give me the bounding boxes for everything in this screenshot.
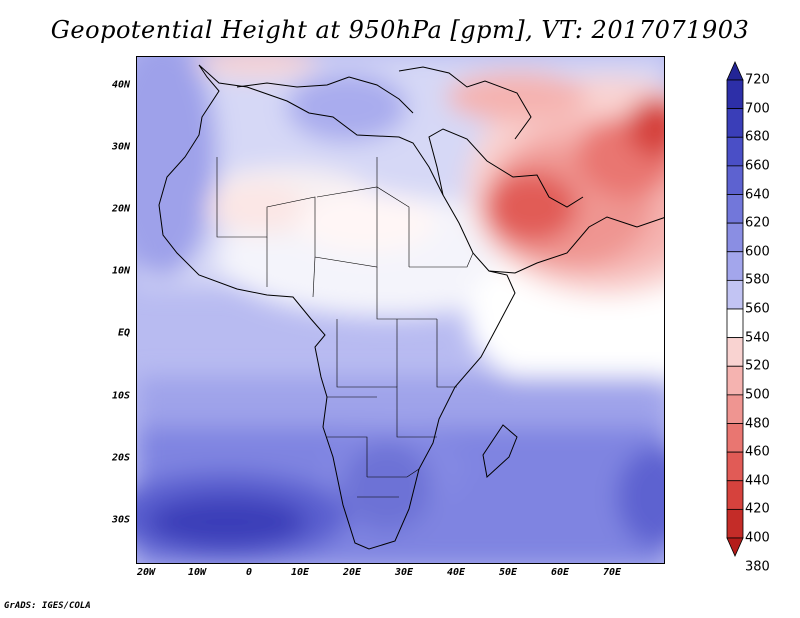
- colorbar-label: 640: [745, 187, 770, 202]
- colorbar-label: 480: [745, 416, 770, 431]
- colorbar-segment: [726, 136, 744, 167]
- colorbar-segment: [726, 79, 744, 110]
- colorbar-segment: [726, 451, 744, 482]
- colorbar-segment: [726, 279, 744, 310]
- colorbar-label: 500: [745, 387, 770, 403]
- lon-label-20w: 20W: [136, 567, 156, 578]
- coastlines: [158, 64, 664, 550]
- colorbar-label: 520: [745, 358, 770, 374]
- lon-label-40e: 40E: [446, 567, 466, 578]
- colorbar-segment: [726, 394, 744, 424]
- colorbar-label: 380: [745, 559, 770, 575]
- colorbar-segment: [726, 165, 744, 195]
- lon-label-50e: 50E: [498, 567, 518, 578]
- lon-label-30e: 30E: [394, 567, 414, 578]
- lat-label-eq: EQ: [117, 327, 130, 339]
- colorbar-segment: [726, 423, 744, 453]
- colorbar-label: 620: [745, 215, 770, 231]
- colorbar-segment: [726, 308, 744, 339]
- colorbar-label: 660: [745, 158, 770, 174]
- lat-label-20n: 20N: [111, 203, 130, 215]
- colorbar-label: 580: [745, 272, 770, 288]
- lat-label-10s: 10S: [111, 390, 130, 402]
- colorbar: [726, 61, 744, 557]
- colorbar-label: 560: [745, 301, 770, 317]
- colorbar-segment: [726, 108, 744, 138]
- lat-label-20s: 20S: [111, 452, 130, 464]
- lon-label-70e: 70E: [602, 567, 622, 578]
- lon-label-60e: 60E: [550, 567, 570, 578]
- grads-credit: GrADS: IGES/COLA: [4, 601, 91, 611]
- colorbar-segment: [726, 365, 744, 396]
- colorbar-label: 540: [745, 330, 770, 346]
- colorbar-segment: [726, 251, 744, 281]
- colorbar-top-arrow: [726, 61, 744, 81]
- country-borders: [216, 157, 474, 498]
- lon-label-20e: 20E: [342, 567, 362, 578]
- lat-label-10n: 10N: [111, 265, 130, 277]
- colorbar-segment: [726, 480, 744, 510]
- lat-label-40n: 40N: [111, 79, 130, 91]
- colorbar-label: 420: [745, 501, 770, 517]
- colorbar-label: 400: [745, 530, 770, 546]
- map-plot-area: [136, 56, 665, 564]
- colorbar-segment: [726, 222, 744, 253]
- map-title: Geopotential Height at 950hPa [gpm], VT:…: [50, 16, 750, 44]
- lon-label-10e: 10E: [290, 567, 310, 578]
- colorbar-label: 680: [745, 129, 770, 145]
- colorbar-label: 720: [745, 72, 770, 88]
- lon-label-0: 0: [245, 567, 253, 578]
- colorbar-segment: [726, 508, 744, 539]
- colorbar-segment: [726, 337, 744, 367]
- colorbar-segment: [726, 194, 744, 224]
- colorbar-label: 440: [745, 473, 770, 489]
- colorbar-label: 600: [745, 244, 770, 260]
- colorbar-label: 460: [745, 444, 770, 460]
- lat-label-30s: 30S: [111, 514, 130, 526]
- lon-label-10w: 10W: [187, 567, 207, 578]
- colorbar-label: 700: [745, 101, 770, 117]
- colorbar-bottom-arrow: [726, 537, 744, 557]
- lat-label-30n: 30N: [111, 141, 130, 153]
- geopotential-field: [137, 57, 664, 563]
